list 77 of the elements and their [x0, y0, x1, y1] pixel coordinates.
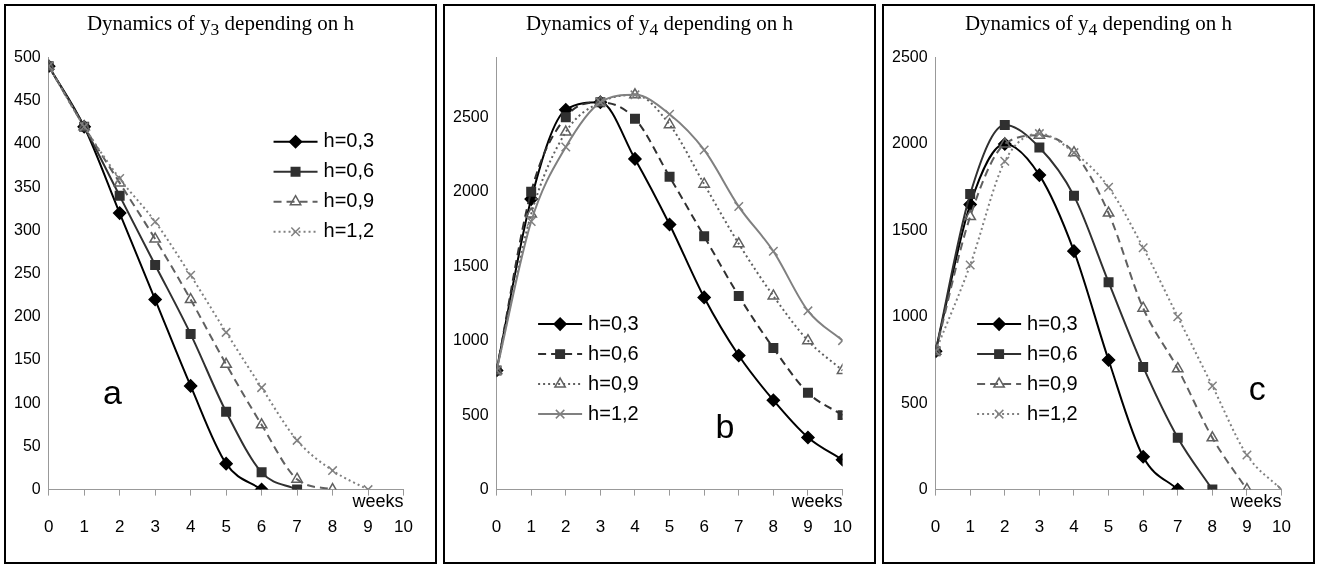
- legend-label: h=0,3: [1027, 311, 1078, 334]
- x-tick-label: 10: [394, 517, 414, 537]
- x-tick-label: 6: [699, 517, 709, 537]
- x-tick-label: 0: [491, 517, 502, 537]
- annotation: a: [103, 372, 123, 411]
- x-tick-label: 6: [1138, 517, 1148, 537]
- x-tick-label: 8: [1207, 517, 1218, 537]
- x-tick-label: 5: [1103, 517, 1114, 537]
- x-tick-label: 2: [1000, 517, 1010, 537]
- y-tick-label: 250: [13, 264, 41, 282]
- legend-label: h=0,9: [588, 371, 639, 394]
- x-tick-label: 1: [526, 517, 536, 537]
- x-tick-label: 7: [734, 517, 744, 537]
- y-tick-label: 1000: [453, 331, 489, 349]
- x-axis-title: weeks: [351, 490, 404, 511]
- legend-label: h=0,6: [323, 159, 375, 182]
- y-tick-label: 500: [900, 393, 928, 411]
- y-tick-label: 0: [918, 480, 928, 498]
- x-tick-label: 7: [1173, 517, 1183, 537]
- chart-title: Dynamics of y$_{4}$ depending on h: [524, 10, 795, 40]
- x-tick-label: 7: [292, 517, 302, 537]
- x-tick-label: 5: [664, 517, 675, 537]
- x-tick-label: 8: [327, 517, 338, 537]
- legend-label: h=1,2: [588, 401, 639, 424]
- y-tick-label: 100: [13, 393, 41, 411]
- legend-label: h=1,2: [323, 219, 375, 242]
- y-tick-label: 0: [479, 480, 489, 498]
- y-tick-label: 300: [13, 220, 41, 238]
- x-tick-label: 8: [768, 517, 779, 537]
- x-tick-label: 6: [256, 517, 267, 537]
- chart-title: Dynamics of y$_{3}$ depending on h: [85, 10, 356, 40]
- y-tick-label: 450: [13, 91, 41, 109]
- x-tick-label: 9: [1242, 517, 1252, 537]
- x-tick-label: 1: [965, 517, 975, 537]
- y-tick-label: 500: [461, 405, 489, 423]
- x-tick-label: 9: [803, 517, 813, 537]
- y-tick-label: 1500: [892, 220, 928, 238]
- y-tick-label: 0: [31, 480, 41, 498]
- y-tick-label: 1500: [453, 256, 489, 274]
- annotation: c: [1248, 368, 1266, 407]
- legend-label: h=0,3: [323, 129, 375, 152]
- x-tick-label: 10: [1272, 517, 1292, 537]
- x-tick-label: 5: [221, 517, 231, 537]
- legend-label: h=0,9: [323, 189, 375, 212]
- chart-title: Dynamics of y$_{4}$ depending on h: [963, 10, 1234, 40]
- x-tick-label: 4: [630, 517, 640, 537]
- y-tick-label: 400: [13, 134, 41, 152]
- annotation: b: [715, 407, 735, 446]
- x-tick-label: 2: [561, 517, 571, 537]
- legend-label: h=0,9: [1027, 371, 1078, 394]
- y-tick-label: 1000: [892, 307, 928, 325]
- legend-label: h=1,2: [1027, 401, 1078, 424]
- x-tick-label: 0: [930, 517, 941, 537]
- y-tick-label: 50: [22, 436, 41, 454]
- y-tick-label: 150: [13, 350, 41, 368]
- x-tick-label: 3: [1034, 517, 1045, 537]
- y-tick-label: 2000: [453, 182, 489, 200]
- x-tick-label: 4: [1069, 517, 1079, 537]
- x-tick-label: 1: [79, 517, 89, 537]
- x-tick-label: 3: [595, 517, 606, 537]
- y-tick-label: 350: [13, 177, 41, 195]
- y-tick-label: 2000: [892, 134, 928, 152]
- y-tick-label: 2500: [892, 48, 928, 66]
- x-tick-label: 9: [363, 517, 373, 537]
- x-tick-label: 0: [43, 517, 54, 537]
- x-tick-label: 10: [833, 517, 853, 537]
- y-tick-label: 200: [13, 307, 41, 325]
- x-tick-label: 4: [185, 517, 196, 537]
- y-tick-label: 500: [13, 48, 41, 66]
- x-tick-label: 3: [150, 517, 160, 537]
- x-axis-title: weeks: [1229, 490, 1282, 511]
- legend-label: h=0,6: [588, 341, 639, 364]
- y-tick-label: 2500: [453, 107, 489, 125]
- x-tick-label: 2: [114, 517, 125, 537]
- x-axis-title: weeks: [790, 490, 843, 511]
- legend-label: h=0,6: [1027, 341, 1078, 364]
- legend-label: h=0,3: [588, 311, 639, 334]
